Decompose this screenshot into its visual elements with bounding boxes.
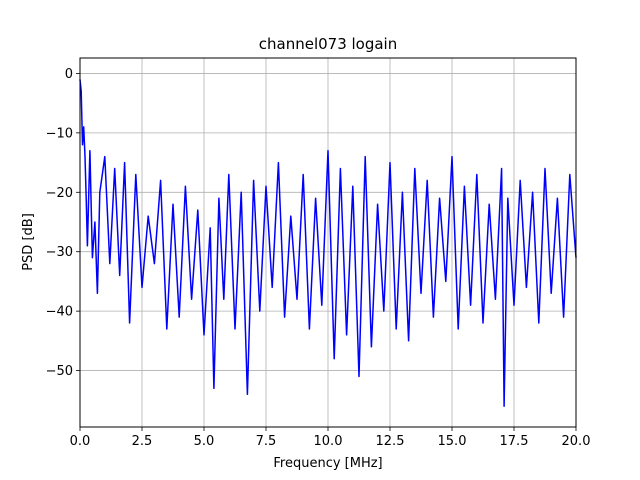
y-tick-label: −50 bbox=[46, 364, 73, 379]
x-axis-label: Frequency [MHz] bbox=[273, 456, 382, 471]
x-tick-label: 15.0 bbox=[438, 434, 467, 449]
x-tick-label: 10.0 bbox=[314, 434, 343, 449]
x-tick-label: 5.0 bbox=[194, 434, 215, 449]
y-tick-label: 0 bbox=[65, 67, 73, 82]
y-axis-label: PSD [dB] bbox=[21, 213, 36, 271]
y-tick-label: −20 bbox=[46, 186, 73, 201]
x-tick-label: 0.0 bbox=[70, 434, 91, 449]
x-tick-label: 2.5 bbox=[132, 434, 153, 449]
chart-title: channel073 logain bbox=[259, 35, 398, 53]
x-tick-label: 12.5 bbox=[376, 434, 405, 449]
grid-lines bbox=[79, 58, 577, 427]
y-tick-label: −40 bbox=[46, 305, 73, 320]
psd-series-line bbox=[79, 79, 577, 407]
y-tick-label: −30 bbox=[46, 245, 73, 260]
y-axis-ticks: 0 −10 −20 −30 −40 −50 bbox=[46, 67, 80, 379]
series-layer bbox=[79, 79, 577, 407]
y-tick-label: −10 bbox=[46, 126, 73, 141]
x-tick-label: 7.5 bbox=[256, 434, 277, 449]
x-tick-label: 17.5 bbox=[500, 434, 529, 449]
x-axis-ticks: 0.0 2.5 5.0 7.5 10.0 12.5 15.0 17.5 20.0 bbox=[70, 427, 591, 449]
x-tick-label: 20.0 bbox=[562, 434, 591, 449]
